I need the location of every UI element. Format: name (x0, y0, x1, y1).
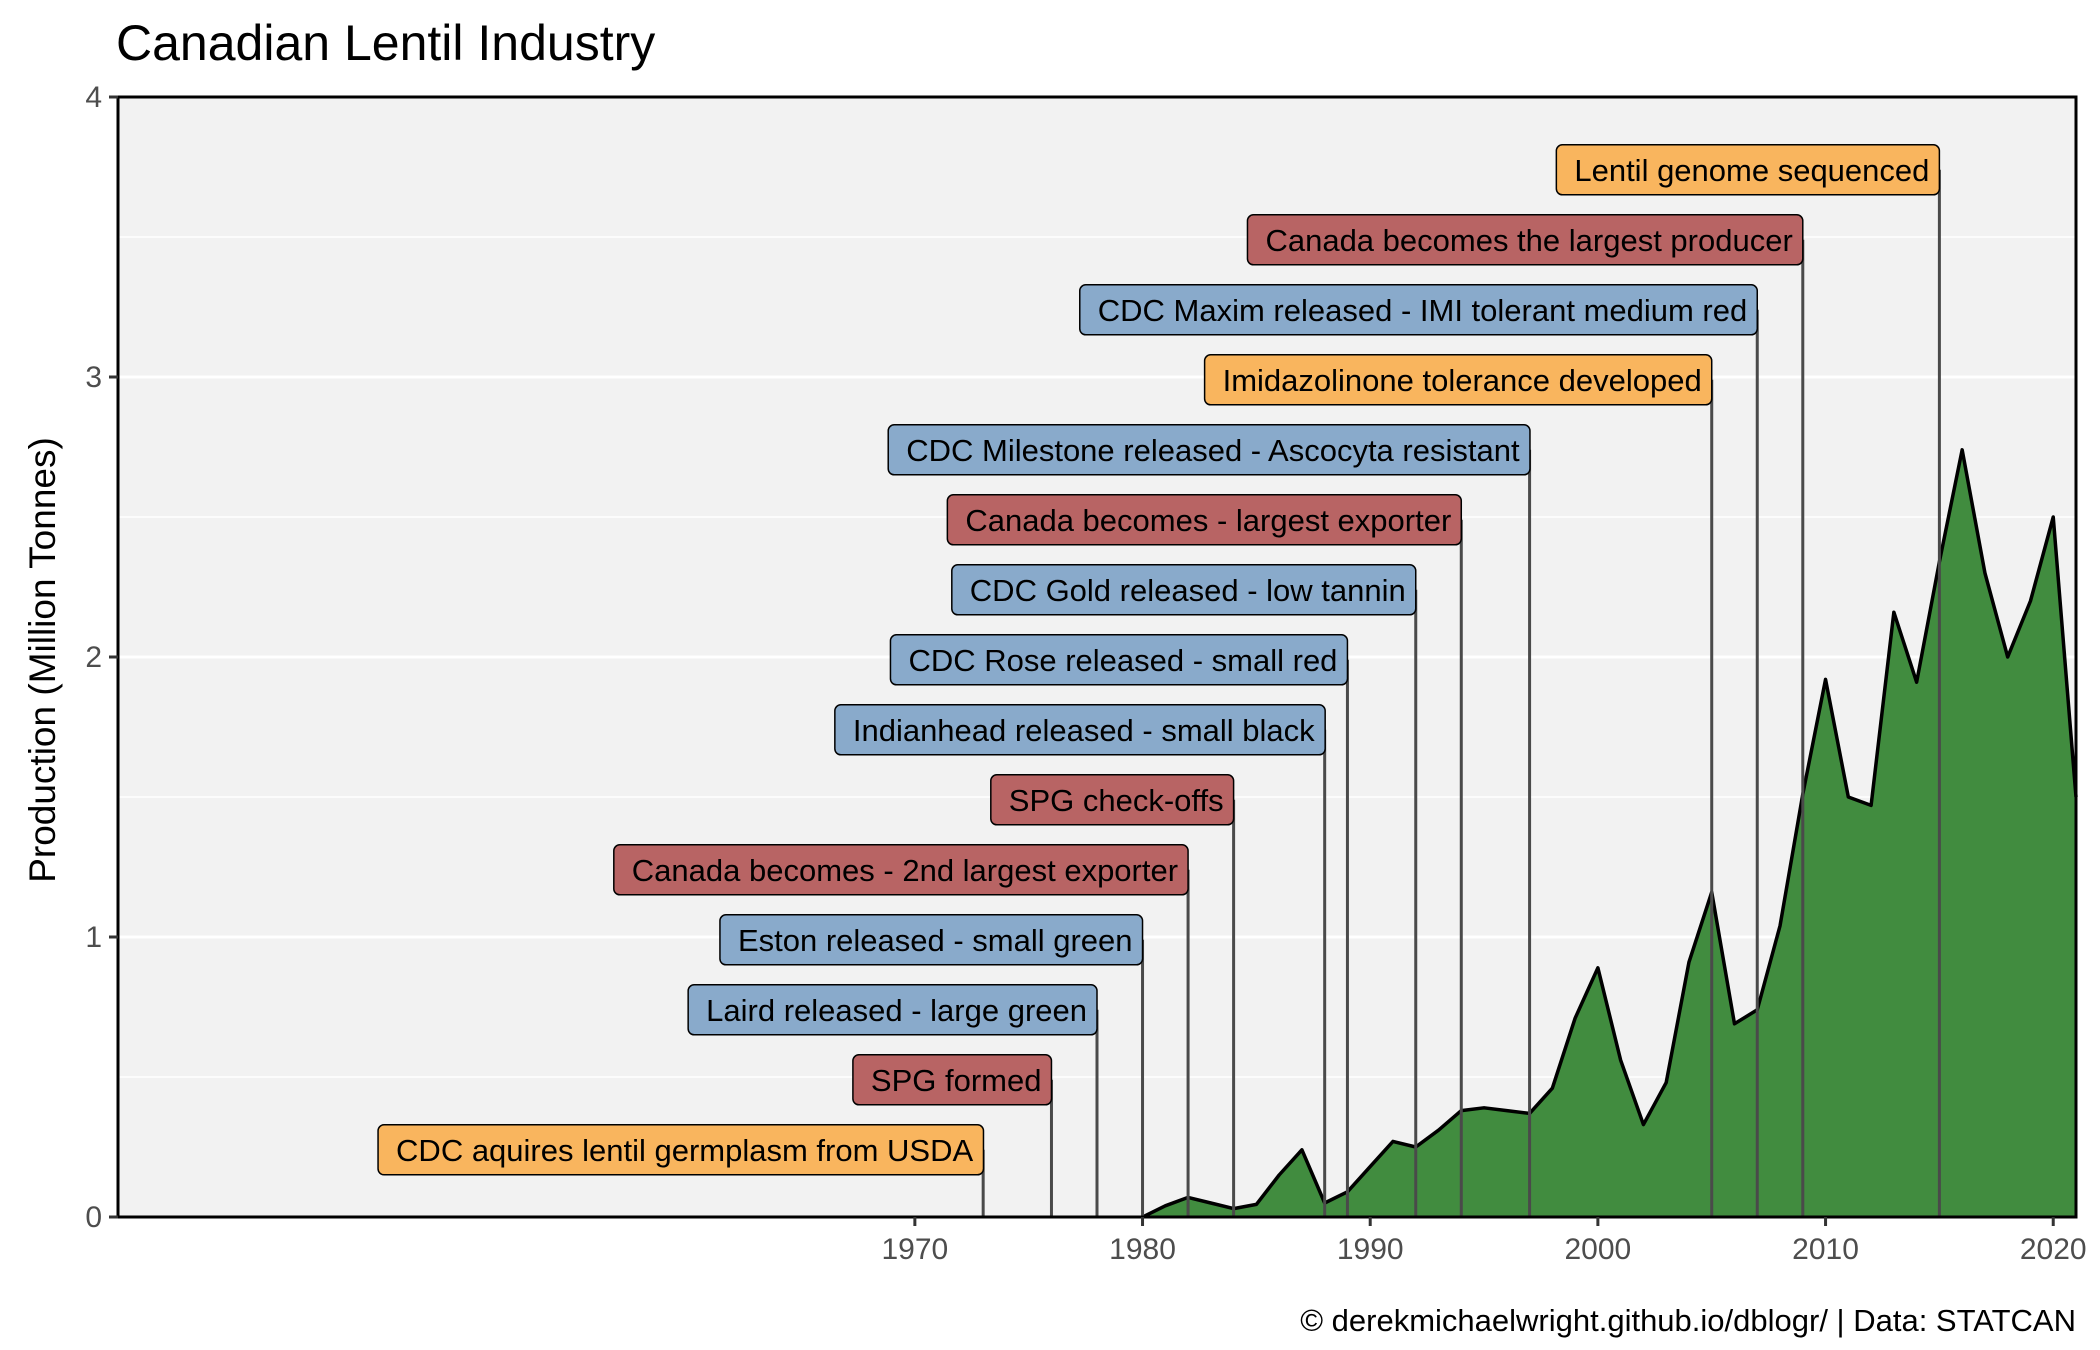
annotation-label-box (377, 1124, 985, 1176)
annotation-label-box (1246, 214, 1804, 266)
y-tick-label: 0 (85, 1201, 102, 1234)
x-tick-label: 2000 (1565, 1233, 1632, 1266)
annotation-6: SPG check-offs (990, 774, 1236, 1217)
annotation-label: SPG check-offs (1009, 783, 1224, 818)
annotation-label-box (687, 984, 1098, 1036)
x-tick-label: 2020 (2020, 1233, 2087, 1266)
annotation-label: CDC Milestone released - Ascocyta resist… (906, 433, 1520, 468)
annotation-label-box (951, 564, 1417, 616)
annotation-11: CDC Milestone released - Ascocyta resist… (887, 424, 1532, 1217)
annotation-8: CDC Rose released - small red (889, 634, 1349, 1217)
y-tick-label: 4 (85, 81, 102, 114)
annotation-label: CDC aquires lentil germplasm from USDA (396, 1133, 973, 1168)
annotation-7: Indianhead released - small black (834, 704, 1327, 1217)
y-tick-label: 1 (85, 921, 102, 954)
y-tick-label: 3 (85, 361, 102, 394)
x-tick-label: 1970 (881, 1233, 948, 1266)
annotation-label: Laird released - large green (706, 993, 1087, 1028)
annotation-5: Canada becomes - 2nd largest exporter (613, 844, 1190, 1217)
annotation-label: SPG formed (871, 1063, 1042, 1098)
annotation-label: Imidazolinone tolerance developed (1223, 363, 1702, 398)
production-area-fill (1142, 449, 2076, 1217)
annotation-label-box (990, 774, 1235, 826)
annotation-label-box (889, 634, 1349, 686)
y-tick-label: 2 (85, 641, 102, 674)
production-line (1141, 448, 2078, 1219)
annotation-4: Eston released - small green (719, 914, 1145, 1217)
annotation-label-box (834, 704, 1326, 756)
annotation-9: CDC Gold released - low tannin (951, 564, 1418, 1217)
annotation-label: CDC Gold released - low tannin (970, 573, 1406, 608)
annotation-10: Canada becomes - largest exporter (946, 494, 1463, 1217)
production-area-series (1141, 448, 2078, 1219)
annotation-14: Canada becomes the largest producer (1246, 214, 1805, 1217)
annotation-label-box (1203, 354, 1713, 406)
annotation-label: Eston released - small green (738, 923, 1133, 958)
annotation-label: CDC Maxim released - IMI tolerant medium… (1098, 293, 1747, 328)
caption: © derekmichaelwright.github.io/dblogr/ |… (1300, 1303, 2076, 1338)
annotation-label: Indianhead released - small black (853, 713, 1315, 748)
annotation-label-box (946, 494, 1463, 546)
annotation-label: Lentil genome sequenced (1574, 153, 1929, 188)
annotation-label-box (1555, 144, 1941, 196)
axes: 0 1 2 3 4 1970 1980 1990 2000 2010 2020 (85, 81, 2086, 1266)
annotation-label-box (719, 914, 1144, 966)
annotation-layer: CDC aquires lentil germplasm from USDA SP… (377, 144, 1941, 1217)
annotation-label-box (613, 844, 1189, 896)
annotation-label: Canada becomes - 2nd largest exporter (632, 853, 1178, 888)
annotation-12: Imidazolinone tolerance developed (1203, 354, 1714, 1217)
x-tick-label: 1990 (1337, 1233, 1404, 1266)
x-tick-label: 2010 (1792, 1233, 1859, 1266)
annotation-13: CDC Maxim released - IMI tolerant medium… (1079, 284, 1759, 1217)
annotation-2: SPG formed (852, 1054, 1053, 1217)
annotation-label: Canada becomes - largest exporter (965, 503, 1451, 538)
y-axis-title: Production (Million Tonnes) (22, 437, 63, 883)
chart-title: Canadian Lentil Industry (116, 15, 655, 71)
annotation-label-box (852, 1054, 1053, 1106)
annotation-1: CDC aquires lentil germplasm from USDA (377, 1124, 985, 1217)
x-tick-label: 1980 (1109, 1233, 1176, 1266)
annotation-label-box (1079, 284, 1759, 336)
annotation-3: Laird released - large green (687, 984, 1099, 1217)
annotation-15: Lentil genome sequenced (1555, 144, 1941, 1217)
annotation-label-box (887, 424, 1531, 476)
annotation-label: CDC Rose released - small red (908, 643, 1337, 678)
annotation-label: Canada becomes the largest producer (1265, 223, 1792, 258)
